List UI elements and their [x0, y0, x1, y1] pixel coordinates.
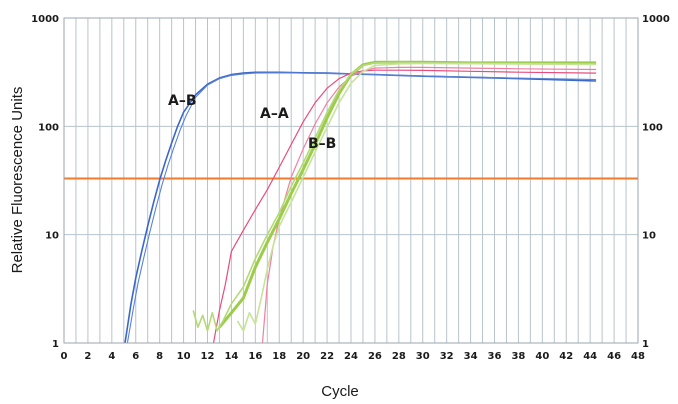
- x-tick-labels: 0 2 4 6 8 10 12 14 16 18 20 22 24 26 28 30 32 34 36 38 40 42 4…: [61, 351, 645, 362]
- x-tick-label: 24: [344, 351, 358, 362]
- y-tick-label-left: 10: [45, 231, 59, 242]
- plot-frame: [63, 17, 639, 344]
- y-tick-label-left: 100: [38, 122, 59, 133]
- x-tick-label: 4: [108, 351, 115, 362]
- series-label-ab: A–B: [168, 93, 197, 109]
- x-axis-title: Cycle: [321, 383, 359, 400]
- x-tick-label: 36: [488, 351, 502, 362]
- x-tick-label: 2: [84, 351, 91, 362]
- x-tick-label: 22: [320, 351, 334, 362]
- y-tick-label-left: 1: [52, 339, 59, 350]
- x-tick-label: 16: [248, 351, 262, 362]
- y-tick-label-right: 1000: [642, 14, 670, 25]
- x-tick-label: 14: [224, 351, 238, 362]
- x-tick-label: 0: [61, 351, 68, 362]
- x-tick-label: 10: [177, 351, 191, 362]
- x-tick-label: 6: [132, 351, 139, 362]
- x-tick-label: 48: [631, 351, 645, 362]
- y-tick-label-left: 1000: [31, 14, 59, 25]
- x-tick-label: 38: [511, 351, 525, 362]
- x-tick-label: 34: [464, 351, 478, 362]
- x-tick-label: 42: [559, 351, 573, 362]
- x-tick-label: 30: [416, 351, 430, 362]
- y-tick-label-right: 100: [642, 122, 663, 133]
- x-tick-label: 28: [392, 351, 406, 362]
- replicate-line-6: [236, 62, 597, 332]
- series-labels: A–B A–A B–B: [168, 93, 336, 152]
- series-layer: [124, 60, 597, 344]
- x-tick-label: 8: [156, 351, 163, 362]
- x-tick-label: 32: [440, 351, 454, 362]
- series-line-aa: [212, 69, 597, 344]
- x-tick-label: 44: [583, 351, 597, 362]
- x-tick-label: 12: [201, 351, 215, 362]
- y-tick-labels-left: 1 10 100 1000: [31, 14, 59, 350]
- replicate-line-1: [126, 72, 597, 344]
- replicate-line-5: [192, 61, 597, 332]
- grid-lines: [63, 17, 639, 344]
- y-tick-label-right: 1: [642, 339, 649, 350]
- x-tick-label: 18: [272, 351, 286, 362]
- x-tick-label: 20: [296, 351, 310, 362]
- series-label-aa: A–A: [260, 106, 289, 122]
- x-tick-label: 40: [535, 351, 549, 362]
- y-tick-label-right: 10: [642, 231, 656, 242]
- series-label-bb: B–B: [308, 136, 336, 152]
- x-tick-label: 46: [607, 351, 621, 362]
- x-tick-label: 26: [368, 351, 382, 362]
- y-tick-labels-right: 1 10 100 1000: [642, 14, 670, 350]
- y-axis-title: Relative Fluorescence Units: [9, 87, 26, 274]
